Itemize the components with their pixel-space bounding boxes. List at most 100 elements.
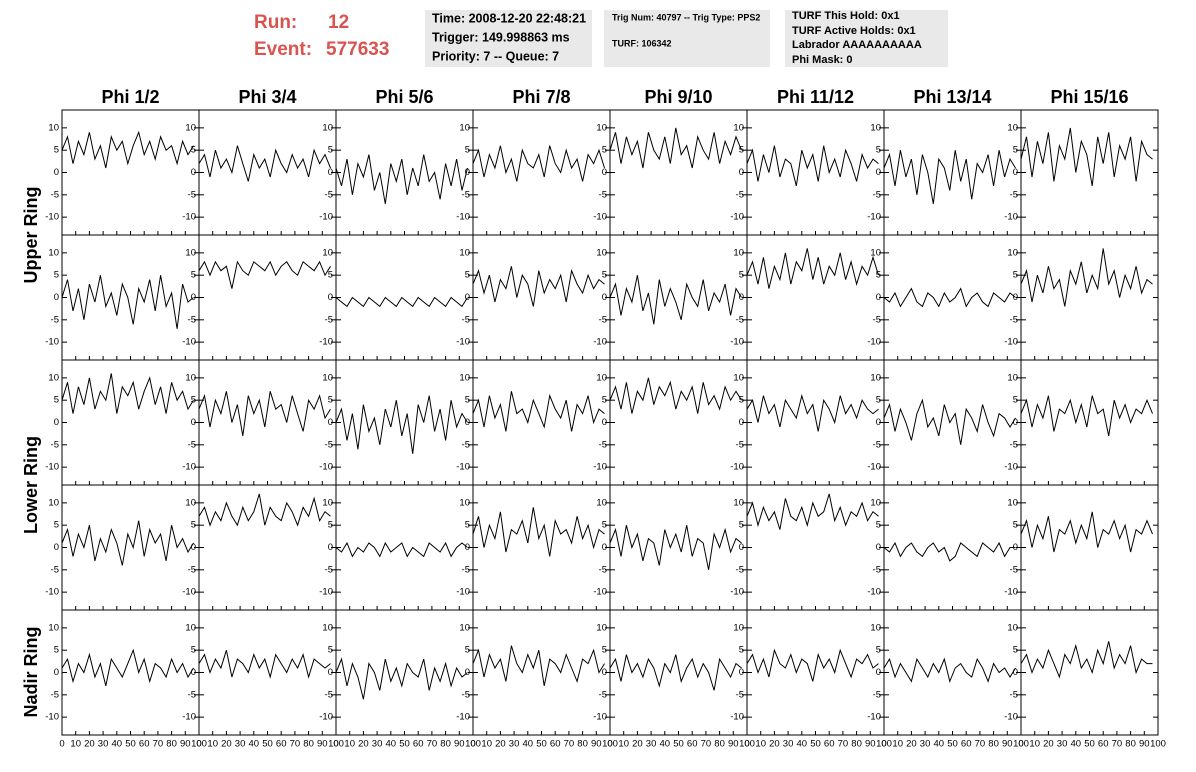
panel-frame: [609, 359, 748, 486]
y-tick-label: -5: [873, 564, 881, 575]
y-tick-label: 0: [1013, 167, 1018, 178]
run: 12: [328, 12, 349, 33]
y-tick-label: 5: [602, 520, 607, 531]
trigger: Trigger: 149.998863 ms: [432, 30, 570, 44]
y-tick-label: -5: [599, 314, 607, 325]
y-tick-label: 0: [465, 292, 470, 303]
y-tick-label: 10: [870, 622, 881, 633]
ring-label: Nadir Ring: [21, 626, 41, 717]
x-tick-label: 100: [602, 739, 618, 750]
y-tick-label: -10: [867, 462, 881, 473]
y-tick-label: -10: [456, 587, 470, 598]
y-tick-label: -5: [736, 189, 744, 200]
y-tick-label: -10: [1004, 212, 1018, 223]
x-tick-label: 70: [1112, 739, 1123, 750]
turf-active-holds: TURF Active Holds: 0x1: [792, 25, 916, 37]
y-tick-label: 0: [191, 417, 196, 428]
x-tick-label: 10: [70, 739, 81, 750]
x-tick-label: 20: [1043, 739, 1054, 750]
y-tick-label: -10: [182, 587, 196, 598]
y-tick-label: 10: [596, 372, 607, 383]
x-tick-label: 80: [851, 739, 862, 750]
y-tick-label: 5: [191, 395, 196, 406]
y-tick-label: 0: [191, 542, 196, 553]
y-tick-label: 5: [1013, 270, 1018, 281]
column-title: Phi 11/12: [777, 87, 854, 107]
y-tick-label: -10: [456, 337, 470, 348]
x-tick-label: 70: [427, 739, 438, 750]
y-tick-label: -5: [51, 439, 59, 450]
y-tick-label: 5: [191, 145, 196, 156]
x-tick-label: 100: [1150, 739, 1166, 750]
y-tick-label: 5: [54, 270, 59, 281]
y-tick-label: -10: [730, 212, 744, 223]
y-tick-label: -5: [599, 189, 607, 200]
waveform: [61, 648, 194, 687]
y-tick-label: -5: [1010, 189, 1018, 200]
turf: TURF: 106342: [612, 38, 672, 48]
y-tick-label: 0: [876, 167, 881, 178]
x-tick-label: 20: [84, 739, 95, 750]
y-tick-label: 5: [328, 645, 333, 656]
y-tick-label: 5: [54, 645, 59, 656]
y-tick-label: -5: [462, 314, 470, 325]
y-tick-label: 0: [328, 417, 333, 428]
y-tick-label: 10: [596, 247, 607, 258]
waveform: [61, 373, 194, 414]
waveform: [1020, 641, 1153, 679]
y-tick-label: 5: [739, 520, 744, 531]
y-tick-label: 5: [876, 520, 881, 531]
y-tick-label: 5: [54, 145, 59, 156]
y-tick-label: 5: [876, 395, 881, 406]
waveform: [61, 275, 194, 329]
y-tick-label: 10: [1007, 372, 1018, 383]
x-tick-label: 20: [906, 739, 917, 750]
y-tick-label: 10: [459, 497, 470, 508]
y-tick-label: 5: [739, 270, 744, 281]
x-tick-label: 80: [988, 739, 999, 750]
x-tick-label: 30: [235, 739, 246, 750]
panel-frame: [883, 359, 1022, 486]
x-tick-label: 10: [892, 739, 903, 750]
waveform: [883, 657, 1016, 684]
x-tick-label: 10: [481, 739, 492, 750]
x-tick-label: 70: [564, 739, 575, 750]
y-tick-label: 0: [54, 417, 59, 428]
panel-frame: [61, 484, 200, 611]
y-tick-label: -5: [188, 314, 196, 325]
x-tick-label: 20: [495, 739, 506, 750]
waveform: [746, 248, 879, 289]
waveform: [883, 287, 1016, 308]
waveform: [746, 145, 879, 187]
y-tick-label: -10: [319, 337, 333, 348]
y-tick-label: -5: [873, 189, 881, 200]
y-tick-label: 10: [185, 247, 196, 258]
waveform: [1020, 511, 1153, 553]
y-tick-label: 10: [185, 122, 196, 133]
y-tick-label: 0: [1013, 417, 1018, 428]
column-title: Phi 3/4: [238, 87, 296, 107]
waveform: [61, 130, 194, 169]
waveform: [883, 150, 1016, 204]
x-tick-label: 50: [536, 739, 547, 750]
y-tick-label: 5: [1013, 145, 1018, 156]
y-tick-label: 10: [459, 622, 470, 633]
y-tick-label: 0: [876, 542, 881, 553]
x-tick-label: 90: [454, 739, 465, 750]
y-tick-label: -5: [873, 314, 881, 325]
y-tick-label: -5: [188, 439, 196, 450]
y-tick-label: -5: [1010, 314, 1018, 325]
y-tick-label: 0: [191, 667, 196, 678]
x-tick-label: 90: [1002, 739, 1013, 750]
y-tick-label: -5: [462, 564, 470, 575]
x-tick-label: 60: [550, 739, 561, 750]
info-box: [785, 10, 948, 67]
waveform: [1020, 248, 1153, 307]
x-tick-label: 60: [413, 739, 424, 750]
panel-frame: [609, 484, 748, 611]
waveform: [472, 145, 605, 182]
waveform: [335, 541, 468, 558]
y-tick-label: -5: [736, 439, 744, 450]
y-tick-label: 5: [876, 145, 881, 156]
x-tick-label: 100: [876, 739, 892, 750]
